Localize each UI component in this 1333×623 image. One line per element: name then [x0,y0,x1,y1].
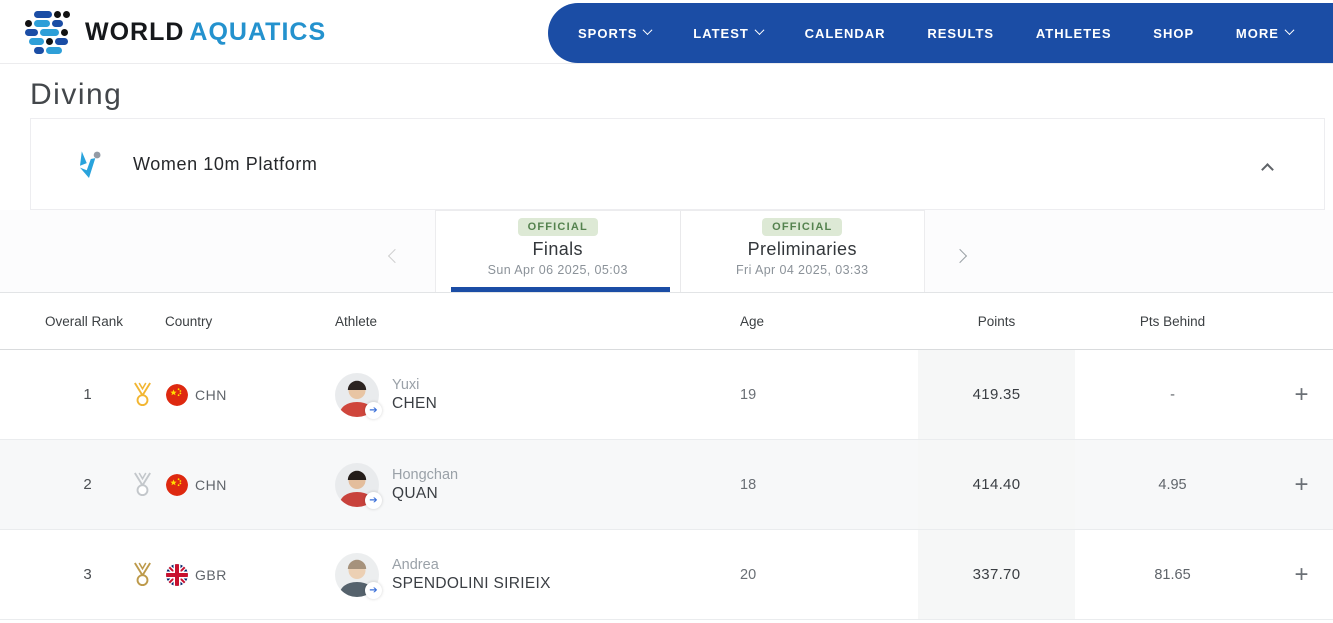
country-code: CHN [195,386,227,403]
world-aquatics-logo-icon [25,10,73,54]
page-title: Diving [30,78,123,111]
next-phase-arrow-icon[interactable] [952,248,968,264]
column-header-overall-rank: Overall Rank [45,313,124,329]
country-code: GBR [195,566,227,583]
expand-row-button[interactable]: + [1294,560,1309,588]
main-navigation: SPORTS LATEST CALENDAR RESULTS ATHLETES … [548,3,1333,63]
table-row: 2 CHN ➔ H [0,440,1333,530]
previous-phase-arrow-icon[interactable] [387,248,403,264]
silver-medal-icon [134,472,151,497]
athlete-avatar: ➔ [335,462,382,509]
country-cell: GBR [130,562,335,587]
rank-value: 3 [83,566,92,583]
nav-item-sports[interactable]: SPORTS [578,25,653,41]
expand-row-button[interactable]: + [1294,470,1309,498]
column-header-pts-behind: Pts Behind [1139,313,1206,329]
column-header-country: Country [165,313,213,329]
pts-behind-value: 81.65 [1154,566,1191,583]
points-value: 414.40 [918,440,1075,529]
rank-value: 2 [83,476,92,493]
tab-preliminaries[interactable]: OFFICIAL Preliminaries Fri Apr 04 2025, … [679,211,925,292]
table-row: 1 CHN ➔ Y [0,350,1333,440]
athlete-avatar: ➔ [335,372,382,419]
table-row: 3 GBR [0,530,1333,620]
column-header-age: Age [740,313,765,329]
athlete-first-name: Yuxi [392,376,420,393]
gold-medal-icon [134,382,151,407]
country-cell: CHN [130,382,335,407]
world-aquatics-logo[interactable]: WORLD AQUATICS [25,10,326,54]
tab-date: Fri Apr 04 2025, 03:33 [736,263,869,277]
athlete-last-name: QUAN [392,484,438,502]
nav-item-athletes[interactable]: ATHLETES [1035,25,1112,41]
athlete-link[interactable]: ➔ Andrea SPENDOLINI SIRIEIX [335,552,740,599]
expand-row-button[interactable]: + [1294,380,1309,408]
nav-item-results[interactable]: RESULTS [927,25,995,41]
rank-value: 1 [83,386,92,403]
athlete-profile-arrow-icon: ➔ [365,581,382,599]
age-value: 19 [740,386,757,403]
chevron-down-icon [1284,25,1295,36]
event-header-card[interactable]: Women 10m Platform [30,118,1325,210]
athlete-link[interactable]: ➔ Hongchan QUAN [335,462,740,509]
table-header-row: Overall Rank Country Athlete Age Points … [0,293,1333,350]
chevron-down-icon [754,25,765,36]
chevron-up-icon[interactable] [1261,163,1274,176]
column-header-points: Points [977,313,1016,329]
flag-chn-icon [166,473,188,496]
phase-tabs-strip: OFFICIAL Finals Sun Apr 06 2025, 05:03 O… [0,210,1333,293]
age-value: 18 [740,476,757,493]
tab-label: Preliminaries [747,239,857,259]
country-code: CHN [195,476,227,493]
flag-gbr-icon [166,563,188,586]
nav-item-more[interactable]: MORE [1236,25,1295,41]
tab-label: Finals [532,239,583,259]
nav-item-calendar[interactable]: CALENDAR [804,25,886,41]
top-header: WORLD AQUATICS SPORTS LATEST CALENDAR RES… [0,0,1333,64]
athlete-last-name: CHEN [392,394,438,412]
athlete-profile-arrow-icon: ➔ [365,401,382,419]
pts-behind-value: 4.95 [1158,476,1187,493]
points-value: 419.35 [918,350,1075,439]
status-badge: OFFICIAL [517,218,598,236]
nav-item-shop[interactable]: SHOP [1153,25,1195,41]
pts-behind-value: - [1170,386,1175,403]
status-badge: OFFICIAL [762,218,843,236]
brand-wordmark: WORLD AQUATICS [85,17,327,46]
tab-finals[interactable]: OFFICIAL Finals Sun Apr 06 2025, 05:03 [436,211,680,292]
athlete-avatar: ➔ [335,552,382,599]
column-header-athlete: Athlete [335,313,378,329]
bronze-medal-icon [134,562,151,587]
athlete-link[interactable]: ➔ Yuxi CHEN [335,372,740,419]
athlete-first-name: Hongchan [392,466,459,483]
athlete-profile-arrow-icon: ➔ [365,491,382,509]
flag-chn-icon [166,383,188,406]
athlete-last-name: SPENDOLINI SIRIEIX [392,574,551,592]
event-title: Women 10m Platform [133,153,318,174]
athlete-first-name: Andrea [392,556,439,573]
phase-tab-box: OFFICIAL Finals Sun Apr 06 2025, 05:03 O… [435,210,925,292]
age-value: 20 [740,566,757,583]
points-value: 337.70 [918,530,1075,619]
diving-pictogram-icon [80,151,101,178]
tab-date: Sun Apr 06 2025, 05:03 [487,263,628,277]
results-table: Overall Rank Country Athlete Age Points … [0,293,1333,620]
chevron-down-icon [643,25,653,36]
country-cell: CHN [130,472,335,497]
nav-item-latest[interactable]: LATEST [693,25,765,41]
